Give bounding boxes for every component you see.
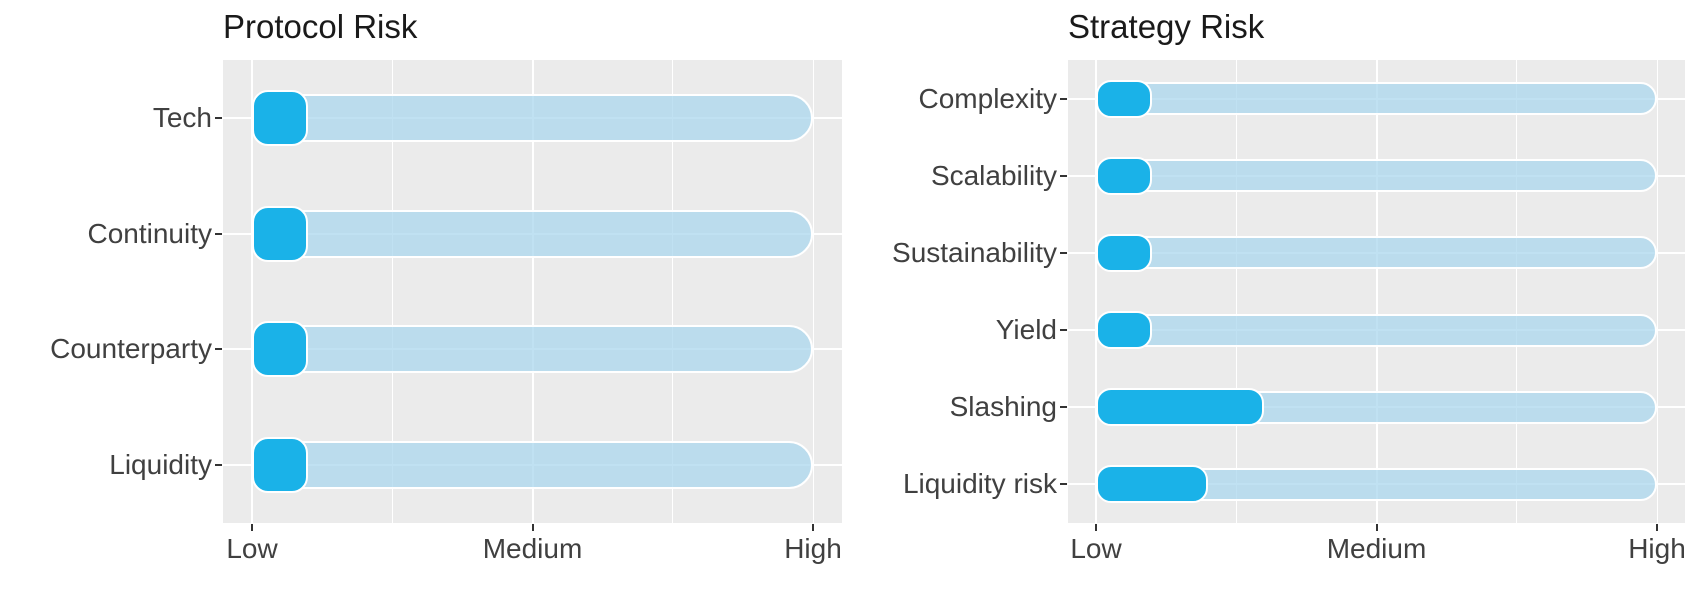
axis-tick-label: Medium [1326, 533, 1427, 564]
risk-track [1096, 82, 1657, 116]
risk-track [1096, 159, 1657, 193]
gridline-vertical [391, 60, 393, 523]
category-label: Yield [995, 314, 1057, 346]
x-tick-mark [251, 524, 253, 531]
y-tick-mark [1060, 483, 1067, 486]
category-label: Scalability [930, 159, 1057, 191]
risk-track [252, 441, 813, 490]
category-label: Liquidity [109, 449, 212, 481]
y-tick-mark [215, 348, 222, 351]
risk-bar [1096, 79, 1153, 118]
axis-tick-label: Low [1070, 533, 1122, 564]
gridline-vertical [1095, 60, 1097, 523]
risk-track [252, 209, 813, 258]
y-tick-mark [215, 232, 222, 235]
y-tick-mark [1060, 406, 1067, 409]
gridline-vertical [251, 60, 253, 523]
gridline-vertical [672, 60, 674, 523]
chart-title-strategy-risk: Strategy Risk [1068, 8, 1265, 45]
gridline-vertical [1656, 60, 1658, 523]
category-label: Complexity [918, 82, 1057, 114]
x-tick-mark [1656, 524, 1658, 531]
y-tick-mark [1060, 251, 1067, 254]
y-tick-mark [215, 464, 222, 467]
gridline-vertical [1375, 60, 1378, 523]
risk-bar [1096, 156, 1153, 195]
risk-bar [1096, 388, 1265, 427]
axis-tick-label: High [1628, 533, 1686, 564]
chart-title-protocol-risk: Protocol Risk [223, 8, 418, 45]
risk-bar [252, 89, 309, 146]
axis-tick-label: High [784, 533, 842, 564]
risk-bar [252, 437, 309, 494]
risk-bar [1096, 465, 1209, 504]
category-label: Slashing [949, 391, 1057, 423]
gridline-vertical [1516, 60, 1518, 523]
plot-panel [223, 60, 842, 523]
gridline-vertical [531, 60, 534, 523]
y-tick-mark [1060, 174, 1067, 177]
y-tick-mark [1060, 329, 1067, 332]
risk-bar [1096, 233, 1153, 272]
axis-tick-label: Low [226, 533, 278, 564]
risk-track [1096, 236, 1657, 270]
gridline-vertical [812, 60, 814, 523]
category-label: Sustainability [892, 236, 1057, 268]
category-label: Liquidity risk [902, 468, 1057, 500]
x-tick-mark [812, 524, 814, 531]
y-tick-mark [1060, 97, 1067, 100]
axis-tick-label: Medium [482, 533, 583, 564]
y-tick-mark [215, 116, 222, 119]
gridline-vertical [1235, 60, 1237, 523]
category-label: Continuity [87, 217, 212, 249]
category-label: Tech [152, 101, 212, 133]
risk-track [1096, 313, 1657, 347]
category-label: Counterparty [50, 333, 212, 365]
risk-bar [1096, 311, 1153, 350]
plot-panel [1068, 60, 1685, 523]
risk-bar [252, 321, 309, 378]
x-tick-mark [531, 524, 534, 531]
x-tick-mark [1375, 524, 1378, 531]
risk-bar [252, 205, 309, 262]
risk-track [252, 93, 813, 142]
x-tick-mark [1095, 524, 1097, 531]
